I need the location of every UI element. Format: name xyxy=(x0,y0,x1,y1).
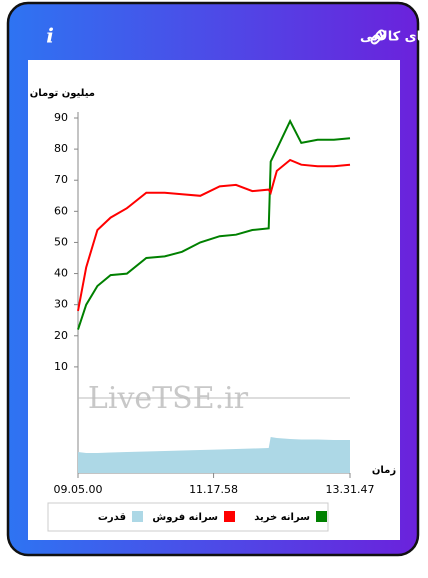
x-tick-label: 13.31.47 xyxy=(326,483,375,496)
y-tick-label: 30 xyxy=(54,298,68,311)
legend-label: قدرت xyxy=(98,512,126,523)
y-tick-label: 40 xyxy=(54,267,68,280)
legend-swatch xyxy=(224,511,235,522)
x-axis-label: زمان xyxy=(372,465,396,476)
x-tick-label: 11.17.58 xyxy=(189,483,238,496)
legend-swatch xyxy=(316,511,327,522)
y-axis-label: میلیون تومان xyxy=(30,88,95,99)
legend-label: سرانه خرید xyxy=(254,512,310,523)
y-tick-label: 70 xyxy=(54,173,68,186)
header-title: سرانه ی خرید و فروش حقیقی در صندوق های ک… xyxy=(360,30,428,45)
y-tick-label: 20 xyxy=(54,329,68,342)
volume-area xyxy=(78,437,350,473)
y-tick-label: 50 xyxy=(54,235,68,248)
y-tick-label: 80 xyxy=(54,142,68,155)
link-icon[interactable] xyxy=(370,29,386,45)
series-line xyxy=(77,118,351,330)
legend-label: سرانه فروش xyxy=(152,512,218,523)
y-tick-label: 60 xyxy=(54,204,68,217)
y-tick-label: 10 xyxy=(54,360,68,373)
legend-swatch xyxy=(132,511,143,522)
y-tick-label: 90 xyxy=(54,111,68,124)
legend-box xyxy=(47,502,329,532)
info-icon[interactable]: i xyxy=(46,24,54,48)
x-tick-label: 09.05.00 xyxy=(54,483,103,496)
series-line xyxy=(77,158,351,312)
